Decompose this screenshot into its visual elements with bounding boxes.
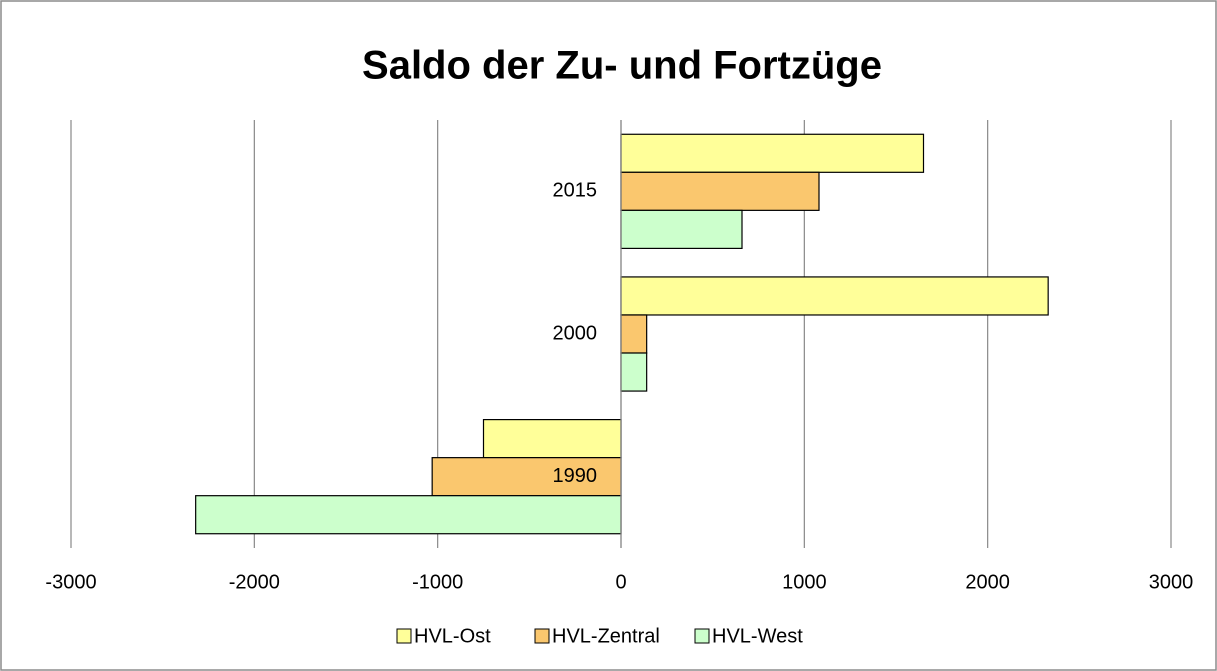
- bar: [620, 133, 925, 173]
- x-tick-label: 0: [615, 571, 626, 593]
- chart-title: Saldo der Zu- und Fortzüge: [362, 44, 882, 88]
- y-tick-label: 1990: [553, 465, 598, 487]
- y-tick-label: 2000: [553, 322, 598, 344]
- bar: [482, 419, 622, 459]
- x-tick-label: 2000: [965, 571, 1010, 593]
- bar: [620, 276, 1049, 316]
- legend-label: HVL-Zentral: [552, 625, 660, 647]
- bar: [620, 209, 743, 250]
- y-tick-label: 2015: [553, 180, 598, 202]
- legend-swatch: [396, 628, 412, 644]
- bar: [195, 495, 622, 535]
- legend-swatch: [534, 628, 550, 644]
- x-tick-label: -2000: [229, 571, 280, 593]
- x-tick-label: -3000: [45, 571, 96, 593]
- legend-swatch: [694, 628, 710, 644]
- bar: [620, 314, 648, 354]
- x-tick-label: 1000: [782, 571, 827, 593]
- bar: [620, 171, 820, 211]
- legend-label: HVL-West: [712, 625, 803, 647]
- x-tick-label: -1000: [412, 571, 463, 593]
- bar: [620, 352, 648, 392]
- x-tick-label: 3000: [1149, 571, 1194, 593]
- legend-label: HVL-Ost: [414, 625, 491, 647]
